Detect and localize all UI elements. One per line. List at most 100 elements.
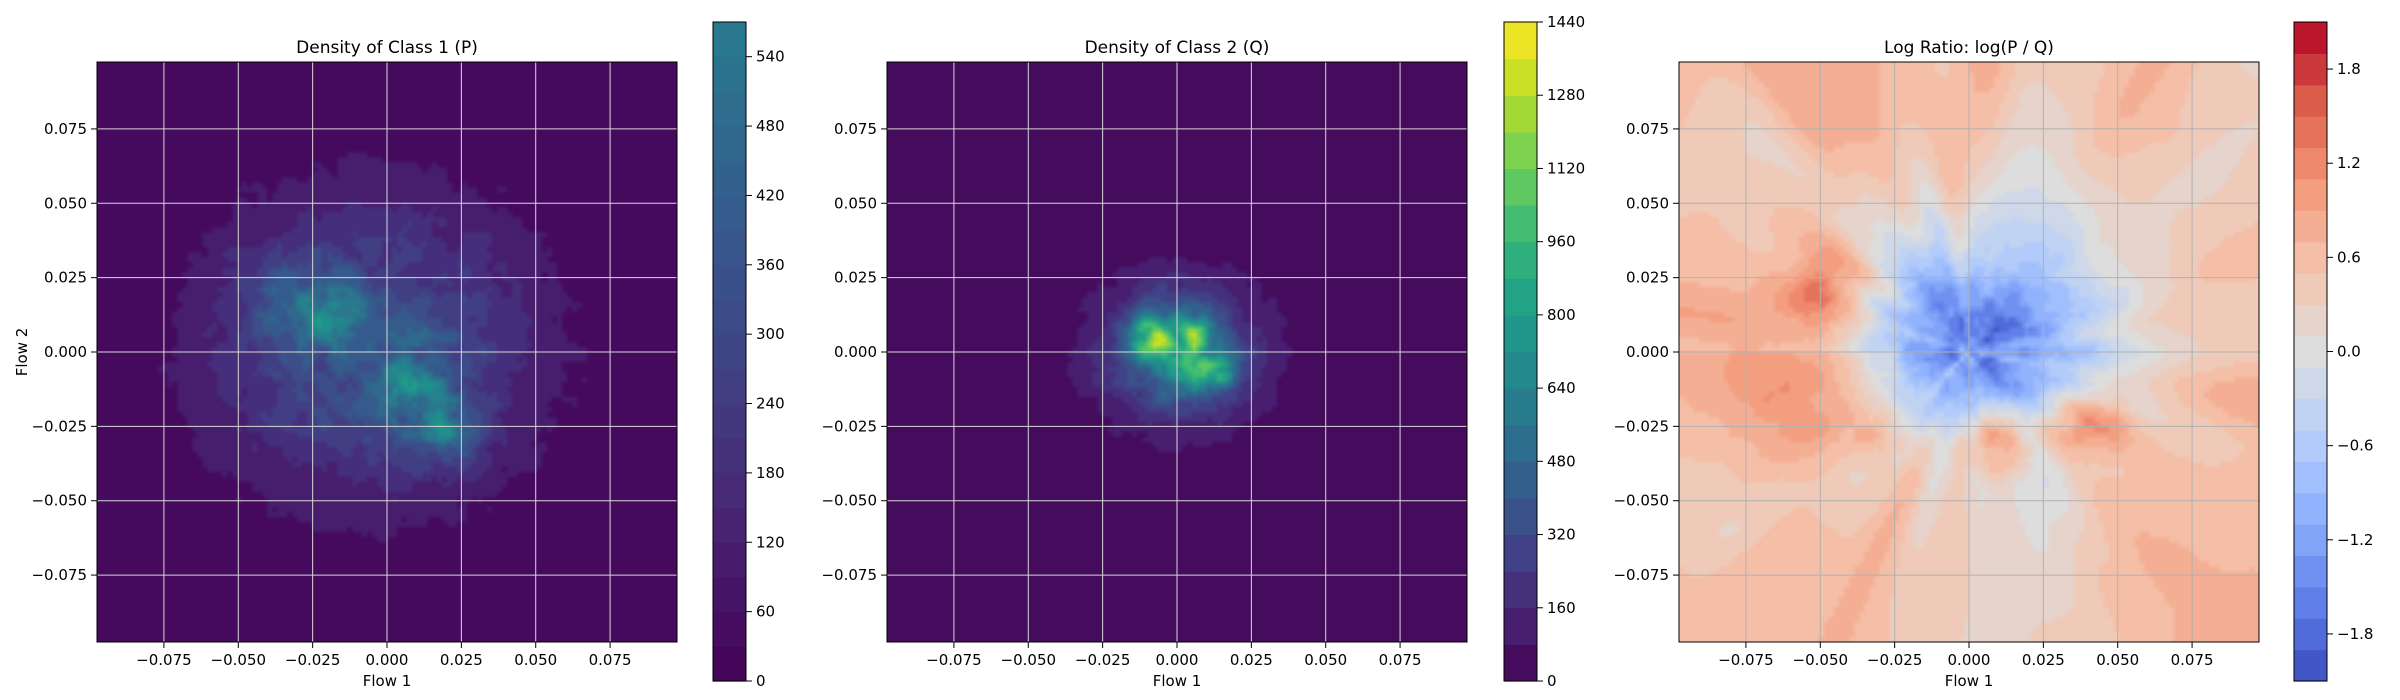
colorbar-level (2294, 210, 2327, 243)
colorbar-level (2294, 22, 2327, 54)
colorbar-level (2294, 116, 2327, 149)
y-tick-label: −0.050 (31, 492, 87, 510)
colorbar-level (2294, 241, 2327, 274)
colorbar-tick-label: 800 (1547, 306, 1576, 324)
chart-title: Log Ratio: log(P / Q) (1884, 38, 2054, 58)
colorbar-level (713, 230, 746, 266)
colorbar-tick-label: −1.8 (2337, 625, 2373, 643)
colorbar: 0 160 320 480 640 800 960 1120 1280 1440 (1503, 13, 1585, 690)
x-tick-label: 0.000 (1948, 651, 1991, 669)
colorbar-level (713, 542, 746, 578)
x-tick-label: −0.025 (285, 651, 341, 669)
colorbar-tick-label: 1120 (1547, 159, 1585, 177)
colorbar-level (1504, 497, 1537, 536)
y-tick-label: 0.050 (44, 194, 87, 212)
x-tick-label: 0.025 (1230, 651, 1273, 669)
colorbar-tick-label: 480 (756, 117, 785, 135)
x-tick-label: 0.075 (2171, 651, 2214, 669)
colorbar-level (2294, 273, 2327, 306)
colorbar-level (713, 368, 746, 405)
colorbar-tick-label: 0.0 (2337, 343, 2361, 361)
colorbar-level (713, 646, 746, 682)
y-tick-label: 0.000 (834, 343, 877, 361)
colorbar-tick-label: −1.2 (2337, 531, 2373, 549)
y-tick-label: 0.025 (1626, 269, 1669, 287)
colorbar-level (713, 160, 746, 197)
colorbar-level (1504, 314, 1537, 353)
colorbar-level (2294, 429, 2327, 462)
x-tick-label: 0.075 (1379, 651, 1422, 669)
x-tick-label: −0.075 (136, 651, 192, 669)
colorbar-level (2294, 53, 2327, 86)
colorbar-level (1504, 461, 1537, 499)
chart-title: Density of Class 2 (Q) (1085, 38, 1270, 58)
colorbar-tick-label: 960 (1547, 233, 1576, 251)
colorbar-frame (712, 21, 747, 682)
colorbar-tick-label: 480 (1547, 452, 1576, 470)
y-tick-label: 0.050 (834, 194, 877, 212)
colorbar-level (2294, 304, 2327, 337)
colorbar-level (1504, 278, 1537, 316)
x-tick-label: −0.050 (1001, 651, 1057, 669)
colorbar-level (713, 195, 746, 231)
colorbar-tick-label: 180 (756, 464, 785, 482)
colorbar-level (1504, 607, 1537, 645)
colorbar-tick-label: 0 (756, 672, 766, 690)
y-tick-label: 0.075 (834, 120, 877, 138)
x-tick-label: 0.025 (2022, 651, 2065, 669)
x-tick-label: −0.025 (1867, 651, 1923, 669)
x-tick-label: −0.075 (1718, 651, 1774, 669)
colorbar-tick-label: 360 (756, 256, 785, 274)
colorbar-level (1504, 571, 1537, 609)
colorbar-level (713, 403, 746, 439)
y-tick-label: −0.075 (31, 566, 87, 584)
colorbar-tick-label: 1.2 (2337, 154, 2361, 172)
colorbar-level (713, 264, 746, 301)
colorbar-tick-label: 0 (1547, 672, 1557, 690)
y-tick-label: −0.025 (821, 417, 877, 435)
colorbar-tick-label: 300 (756, 325, 785, 343)
x-axis-label: Flow 1 (1945, 672, 1994, 690)
colorbar-tick-label: 1.8 (2337, 60, 2361, 78)
colorbar-tick-label: 640 (1547, 379, 1576, 397)
x-axis-label: Flow 1 (363, 672, 412, 690)
colorbar-level (2294, 335, 2327, 368)
colorbar-tick-label: 60 (756, 603, 775, 621)
colorbar-tick-label: 1440 (1547, 13, 1585, 31)
x-tick-label: 0.050 (2096, 651, 2139, 669)
y-tick-label: 0.050 (1626, 194, 1669, 212)
y-axis-label: Flow 2 (13, 328, 31, 377)
colorbar-level (713, 507, 746, 543)
colorbar-tick-label: 320 (1547, 526, 1576, 544)
colorbar-level (2294, 461, 2327, 494)
colorbar-level (1504, 241, 1537, 279)
colorbar-level (1504, 131, 1537, 170)
x-tick-label: −0.075 (926, 651, 982, 669)
colorbar-level (713, 438, 746, 474)
x-tick-label: −0.050 (211, 651, 267, 669)
y-tick-label: −0.075 (821, 566, 877, 584)
colorbar-level (1504, 58, 1537, 96)
colorbar-level (713, 56, 746, 92)
y-tick-label: 0.075 (1626, 120, 1669, 138)
colorbar-tick-label: 120 (756, 533, 785, 551)
colorbar-level (2294, 524, 2327, 557)
x-tick-label: −0.025 (1075, 651, 1131, 669)
colorbar-level (1504, 22, 1537, 60)
colorbar-level (1504, 644, 1537, 682)
colorbar-tick-label: 540 (756, 48, 785, 66)
x-tick-label: −0.050 (1793, 651, 1849, 669)
colorbar-level (2294, 147, 2327, 180)
chart-panel-3: −0.075 −0.050 −0.025 0.000 0.025 0.050 0.075 0.… (1613, 21, 2373, 690)
x-tick-label: 0.000 (1156, 651, 1199, 669)
x-tick-label: 0.000 (366, 651, 409, 669)
y-tick-label: 0.075 (44, 120, 87, 138)
colorbar-tick-label: 1280 (1547, 86, 1585, 104)
colorbar-level (2294, 178, 2327, 211)
colorbar: −1.8 −1.2 −0.6 0.0 0.6 1.2 1.8 (2293, 21, 2373, 682)
colorbar-level (713, 91, 746, 127)
y-tick-label: −0.075 (1613, 566, 1669, 584)
x-axis-label: Flow 1 (1153, 672, 1202, 690)
colorbar: 0 60 120 180 240 300 360 420 480 540 (712, 21, 785, 690)
